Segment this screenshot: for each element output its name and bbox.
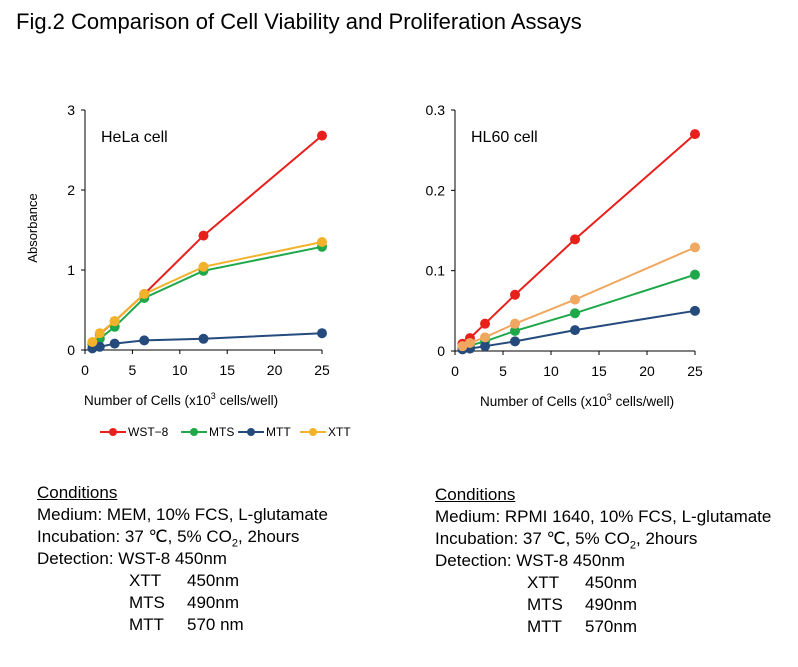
data-point-xtt — [139, 289, 150, 299]
detection-row: MTS 490nm — [129, 593, 239, 612]
y-tick-label: 0.3 — [426, 102, 446, 118]
x-tick-label: 10 — [543, 363, 559, 379]
detection-row: MTT 570 nm — [129, 615, 244, 634]
detection-row: XTT 450nm — [129, 571, 239, 590]
data-point-mtt — [94, 341, 105, 352]
x-tick-label: 0 — [451, 363, 459, 379]
x-tick-label: 20 — [267, 362, 283, 378]
conditions-heading: Conditions — [435, 485, 516, 504]
detection-row: MTS 490nm — [527, 595, 637, 614]
conditions-heading: Conditions — [37, 483, 118, 502]
x-tick-label: 5 — [499, 363, 507, 379]
data-point-mts — [570, 308, 580, 319]
series-line-wst-8 — [91, 134, 323, 344]
data-point-wst-8 — [198, 230, 209, 241]
data-point-wst-8 — [317, 130, 327, 141]
series-line-xtt — [91, 241, 323, 343]
data-point-wst-8 — [570, 234, 580, 245]
data-point-xtt — [480, 332, 491, 343]
data-point-xtt — [457, 341, 468, 352]
data-point-mtt — [570, 325, 580, 336]
y-tick-label: 2 — [67, 182, 75, 198]
data-point-xtt — [690, 242, 700, 253]
x-axis-label: Number of Cells (x103 cells/well) — [480, 392, 674, 409]
chart-annotation: HeLa cell — [101, 129, 168, 146]
data-point-xtt — [510, 318, 520, 329]
y-tick-label: 3 — [67, 102, 75, 118]
conditions-hl60: Conditions Medium: RPMI 1640, 10% FCS, L… — [435, 484, 798, 638]
y-tick-label: 0 — [437, 343, 445, 359]
data-point-xtt — [94, 328, 105, 339]
data-point-mtt — [198, 333, 209, 344]
conditions-hela: Conditions Medium: MEM, 10% FCS, L-gluta… — [37, 482, 328, 636]
data-point-xtt — [570, 294, 580, 305]
data-point-xtt — [464, 337, 475, 348]
x-tick-label: 20 — [639, 363, 655, 379]
data-point-xtt — [109, 316, 120, 327]
legend-marker — [190, 428, 198, 436]
chart-annotation: HL60 cell — [471, 129, 538, 146]
incubation-text: Incubation: 37 ℃, 5% CO2, 2hours — [435, 529, 698, 552]
figure-title: Fig.2 Comparison of Cell Viability and P… — [16, 9, 582, 34]
data-point-mtt — [139, 335, 150, 346]
series-line-mts — [91, 245, 323, 346]
x-tick-label: 25 — [314, 362, 330, 378]
data-point-xtt — [87, 337, 98, 347]
detection-row: MTT 570nm — [527, 617, 637, 636]
data-point-mtt — [317, 328, 327, 339]
detection-row: XTT 450nm — [527, 573, 637, 592]
data-point-xtt — [198, 261, 209, 272]
y-tick-label: 0.1 — [426, 263, 446, 279]
data-point-mtt — [109, 338, 120, 349]
legend-label: XTT — [328, 425, 351, 439]
medium-text: Medium: RPMI 1640, 10% FCS, L-glutamate — [435, 507, 772, 526]
data-point-mts — [510, 325, 520, 336]
y-tick-label: 0 — [67, 342, 75, 358]
legend-label: WST−8 — [128, 425, 169, 439]
legend-label: MTS — [209, 425, 234, 439]
legend-marker — [309, 428, 317, 436]
y-tick-label: 1 — [67, 262, 75, 278]
legend-label: MTT — [266, 425, 291, 439]
incubation-text: Incubation: 37 ℃, 5% CO2, 2hours — [37, 527, 300, 550]
y-axis-label: Absorbance — [25, 193, 40, 262]
detection-row: Detection: WST-8 450nm — [435, 551, 625, 570]
legend-marker — [109, 428, 117, 436]
x-tick-label: 5 — [129, 362, 137, 378]
data-point-wst-8 — [510, 289, 520, 300]
x-tick-label: 25 — [687, 363, 703, 379]
x-tick-label: 10 — [172, 362, 188, 378]
medium-text: Medium: MEM, 10% FCS, L-glutamate — [37, 505, 328, 524]
legend-marker — [247, 428, 255, 436]
data-point-wst-8 — [690, 129, 700, 140]
data-point-wst-8 — [480, 318, 491, 329]
x-tick-label: 15 — [219, 362, 235, 378]
charts-canvas: 0 1 2 3 0 5 10 15 20 25 HeLa cell Absorbance Number … — [25, 102, 703, 439]
data-point-mts — [690, 269, 700, 280]
x-tick-label: 0 — [81, 362, 89, 378]
data-point-xtt — [317, 237, 327, 247]
data-point-mtt — [690, 305, 700, 316]
data-point-mtt — [510, 336, 520, 347]
x-tick-label: 15 — [591, 363, 607, 379]
x-axis-label: Number of Cells (x103 cells/well) — [84, 391, 278, 408]
data-point-mtt — [480, 341, 491, 352]
y-tick-label: 0.2 — [426, 182, 446, 198]
detection-row: Detection: WST-8 450nm — [37, 549, 227, 568]
